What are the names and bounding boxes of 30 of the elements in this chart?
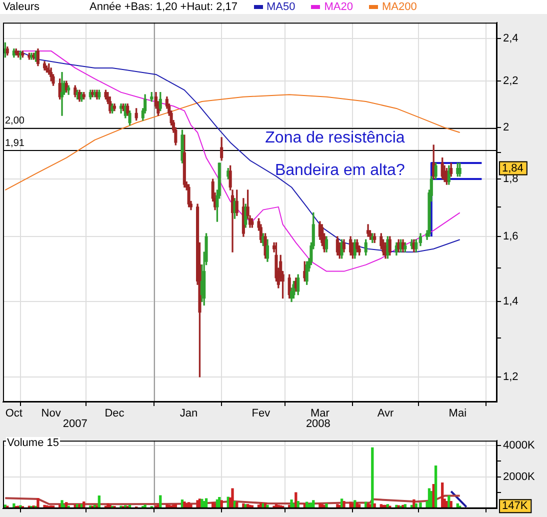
legend-label: MA200 [382, 1, 417, 13]
x-tick-label: Mar [310, 408, 330, 420]
annotation: Bandeira em alta? [274, 162, 405, 179]
x-tick-label: Nov [41, 408, 62, 420]
text: 2007 [62, 418, 88, 430]
annotation: 147K [502, 500, 528, 512]
y-tick-label: 1,6 [503, 230, 518, 243]
x-tick-label: Mai [448, 408, 467, 420]
y-tick-label: 2,4 [503, 32, 518, 45]
chart-subtitle: Année +Bas: 1,20 +Haut: 2,17 [89, 1, 238, 13]
x-tick-label: Dec [104, 408, 125, 420]
x-tick-label: Jan [180, 408, 198, 420]
text: 2008 [306, 418, 330, 430]
x-tick-label: Oct [5, 408, 22, 420]
y-tick-label: 2 [503, 122, 510, 134]
y-tick-label: 2,2 [503, 75, 518, 88]
ref-line-label: 1,91 [5, 138, 25, 149]
y-tick-label: 1,4 [503, 296, 518, 308]
annotation: 1,84 [502, 162, 524, 174]
y-tick-label: 1,2 [503, 370, 518, 383]
chart-title: Valeurs [3, 1, 40, 13]
y-tick-label: 2000K [503, 470, 536, 483]
chart-title: Volume 15 [6, 437, 60, 449]
y-tick-label: 4000K [503, 439, 536, 452]
legend-label: MA50 [266, 1, 296, 13]
x-tick-label: Avr [377, 408, 394, 420]
ref-line-label: 2,00 [5, 115, 25, 126]
annotation: Zona de resistência [265, 130, 405, 147]
x-tick-label: Fev [252, 408, 271, 420]
legend-label: MA20 [324, 1, 353, 13]
